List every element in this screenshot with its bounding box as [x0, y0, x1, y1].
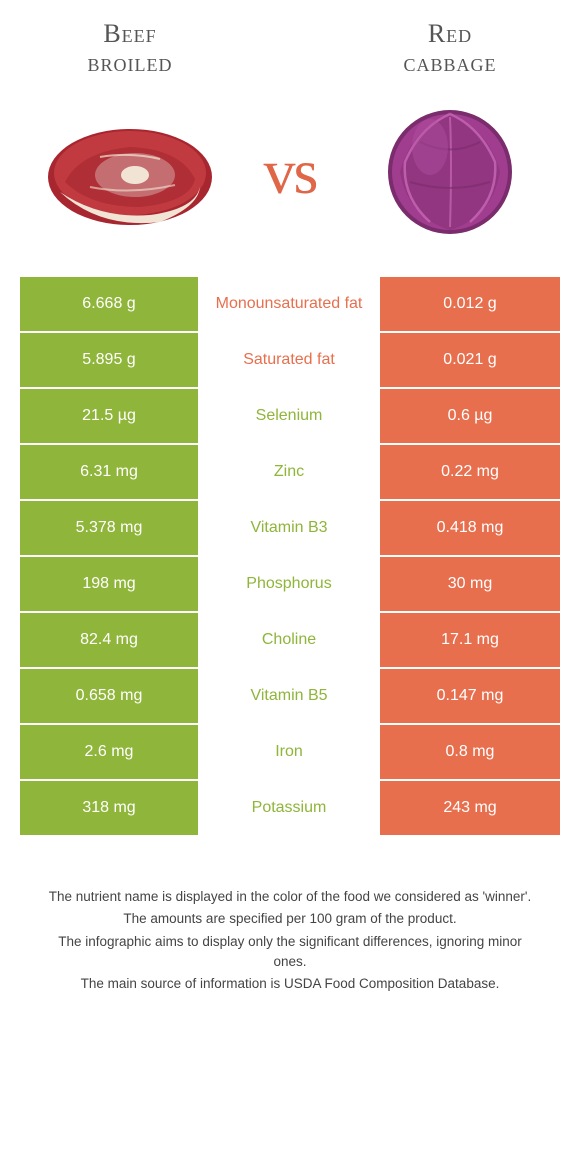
nutrient-label: Phosphorus — [200, 557, 380, 611]
left-value: 6.31 mg — [20, 445, 200, 499]
right-value: 17.1 mg — [380, 613, 560, 667]
table-row: 198 mgPhosphorus30 mg — [20, 557, 560, 613]
nutrient-label: Iron — [200, 725, 380, 779]
left-title-line1: Beef — [103, 19, 156, 48]
left-value: 21.5 µg — [20, 389, 200, 443]
table-row: 21.5 µgSelenium0.6 µg — [20, 389, 560, 445]
left-value: 0.658 mg — [20, 669, 200, 723]
right-value: 0.8 mg — [380, 725, 560, 779]
beef-icon — [40, 107, 220, 237]
footer-line3: The infographic aims to display only the… — [40, 932, 540, 973]
table-row: 6.31 mgZinc0.22 mg — [20, 445, 560, 501]
right-title-line2: cabbage — [403, 48, 496, 77]
left-value: 82.4 mg — [20, 613, 200, 667]
right-value: 243 mg — [380, 781, 560, 835]
nutrient-label: Vitamin B3 — [200, 501, 380, 555]
left-value: 318 mg — [20, 781, 200, 835]
nutrient-label: Choline — [200, 613, 380, 667]
footer-notes: The nutrient name is displayed in the co… — [0, 837, 580, 1016]
header: Beef broiled Red cabbage — [0, 0, 580, 87]
nutrient-label: Selenium — [200, 389, 380, 443]
footer-line2: The amounts are specified per 100 gram o… — [40, 909, 540, 929]
nutrient-label: Potassium — [200, 781, 380, 835]
table-row: 2.6 mgIron0.8 mg — [20, 725, 560, 781]
images-row: vs — [0, 87, 580, 277]
nutrient-label: Zinc — [200, 445, 380, 499]
footer-line4: The main source of information is USDA F… — [40, 974, 540, 994]
right-value: 0.418 mg — [380, 501, 560, 555]
right-value: 0.22 mg — [380, 445, 560, 499]
right-value: 0.6 µg — [380, 389, 560, 443]
left-value: 198 mg — [20, 557, 200, 611]
right-value: 0.012 g — [380, 277, 560, 331]
nutrient-label: Vitamin B5 — [200, 669, 380, 723]
table-row: 5.378 mgVitamin B30.418 mg — [20, 501, 560, 557]
vs-label: vs — [264, 135, 317, 209]
right-title-line1: Red — [428, 19, 472, 48]
table-row: 0.658 mgVitamin B50.147 mg — [20, 669, 560, 725]
left-food-title: Beef broiled — [30, 20, 230, 77]
nutrient-label: Monounsaturated fat — [200, 277, 380, 331]
right-value: 0.021 g — [380, 333, 560, 387]
beef-image — [30, 97, 230, 247]
left-value: 6.668 g — [20, 277, 200, 331]
table-row: 318 mgPotassium243 mg — [20, 781, 560, 837]
left-value: 5.378 mg — [20, 501, 200, 555]
table-row: 6.668 gMonounsaturated fat0.012 g — [20, 277, 560, 333]
footer-line1: The nutrient name is displayed in the co… — [40, 887, 540, 907]
left-value: 2.6 mg — [20, 725, 200, 779]
left-value: 5.895 g — [20, 333, 200, 387]
right-value: 30 mg — [380, 557, 560, 611]
cabbage-icon — [380, 102, 520, 242]
table-row: 5.895 gSaturated fat0.021 g — [20, 333, 560, 389]
left-title-line2: broiled — [88, 48, 173, 77]
nutrient-table: 6.668 gMonounsaturated fat0.012 g5.895 g… — [20, 277, 560, 837]
right-food-title: Red cabbage — [350, 20, 550, 77]
cabbage-image — [350, 97, 550, 247]
nutrient-label: Saturated fat — [200, 333, 380, 387]
table-row: 82.4 mgCholine17.1 mg — [20, 613, 560, 669]
right-value: 0.147 mg — [380, 669, 560, 723]
